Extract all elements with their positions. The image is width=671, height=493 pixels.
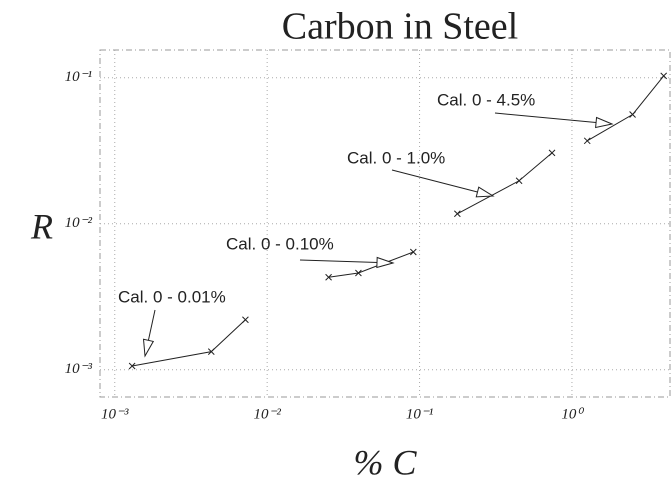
arrow-head: [142, 338, 155, 358]
annotation: Cal. 0 - 0.01%: [118, 287, 226, 306]
data-point: [207, 348, 215, 355]
y-tick-label: 10⁻²: [65, 215, 93, 231]
fit-line: [328, 251, 414, 278]
data-point: [242, 316, 249, 324]
data-point: [548, 149, 556, 157]
arrow-head: [595, 116, 614, 129]
x-tick-label: 10⁻³: [101, 406, 129, 422]
x-tick-label: 10⁻¹: [406, 406, 434, 422]
chart-title: Carbon in Steel: [282, 6, 518, 48]
data-point: [325, 273, 332, 281]
annotation: Cal. 0 - 0.10%: [226, 234, 334, 253]
data-point: [660, 72, 668, 80]
annotation: Cal. 0 - 1.0%: [347, 148, 445, 167]
fit-line: [586, 75, 665, 142]
x-axis-label: % C: [354, 442, 418, 482]
annotation-arrow: [391, 169, 494, 197]
data-point: [128, 362, 136, 370]
data-point: [409, 248, 417, 256]
annotation: Cal. 0 - 4.5%: [437, 90, 535, 109]
x-tick-label: 10⁰: [561, 406, 584, 422]
arrow-head: [376, 256, 395, 269]
data-point: [453, 210, 461, 218]
data-point: [515, 177, 523, 185]
data-point: [583, 137, 591, 145]
data-point: [629, 111, 636, 118]
y-tick-label: 10⁻³: [65, 361, 93, 377]
fit-line: [457, 152, 553, 215]
y-axis-label: R: [30, 206, 53, 246]
y-tick-label: 10⁻¹: [65, 69, 93, 85]
data-point: [355, 269, 362, 277]
arrow-head: [475, 186, 495, 198]
annotation-arrow: [494, 112, 613, 125]
x-tick-label: 10⁻²: [253, 406, 281, 422]
